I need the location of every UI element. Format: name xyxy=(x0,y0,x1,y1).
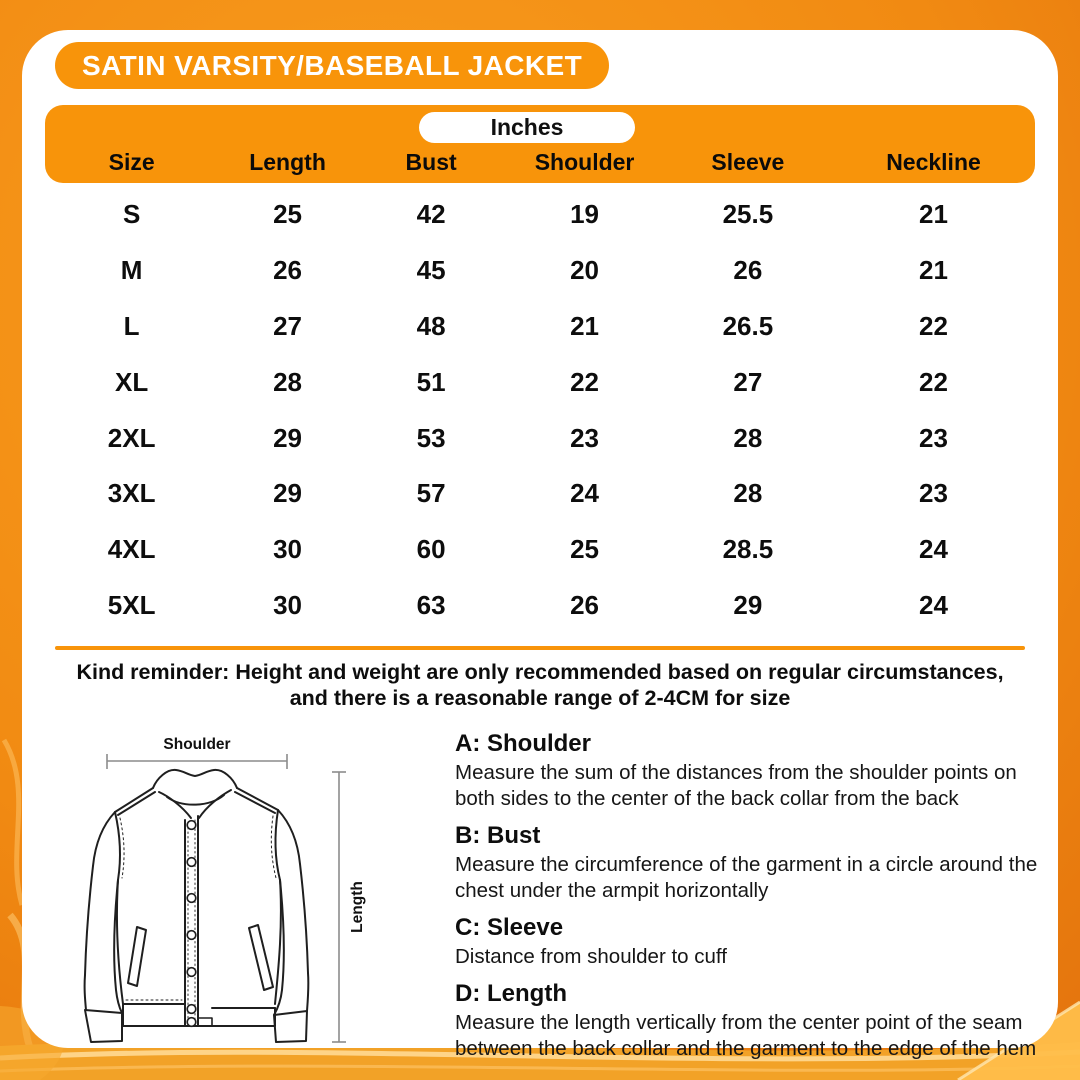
header-cell-bust: Bust xyxy=(405,149,457,175)
table-row: 2XL 29 53 23 28 23 xyxy=(45,410,1035,466)
measurement-item: B: Bust Measure the circumference of the… xyxy=(455,822,1055,904)
bust-cell: 60 xyxy=(416,534,446,565)
shoulder-cell: 25 xyxy=(570,534,599,565)
measurement-desc: Measure the circumference of the garment… xyxy=(455,853,1038,902)
kind-reminder: Kind reminder: Height and weight are onl… xyxy=(22,659,1058,711)
measurement-desc: Measure the sum of the distances from th… xyxy=(455,761,1017,810)
measurement-item: C: Sleeve Distance from shoulder to cuff xyxy=(455,914,1055,970)
size-cell: 2XL xyxy=(107,422,156,453)
size-cell: M xyxy=(120,255,143,286)
length-cell: 29 xyxy=(273,478,302,509)
neckline-cell: 23 xyxy=(919,422,948,453)
unit-pill: Inches xyxy=(419,112,635,143)
size-cell: S xyxy=(122,199,141,230)
size-cell: 3XL xyxy=(107,478,156,509)
table-header: Inches Size Length Bust Shoulder Sleeve … xyxy=(45,105,1035,183)
column-headers: Size Length Bust Shoulder Sleeve Necklin… xyxy=(45,149,1035,176)
bust-cell: 53 xyxy=(416,422,446,453)
bust-cell: 45 xyxy=(416,255,446,286)
length-cell: 25 xyxy=(273,199,302,230)
neckline-cell: 22 xyxy=(919,310,948,341)
sleeve-cell: 28.5 xyxy=(722,534,774,565)
length-cell: 26 xyxy=(273,255,302,286)
snap-buttons xyxy=(186,819,197,1028)
table-row: 3XL 29 57 24 28 23 xyxy=(45,466,1035,522)
bust-cell: 42 xyxy=(416,199,446,230)
shoulder-cell: 24 xyxy=(570,478,599,509)
unit-label: Inches xyxy=(490,114,564,140)
shoulder-cell: 21 xyxy=(570,310,599,341)
table-row: L 27 48 21 26.5 22 xyxy=(45,299,1035,355)
measurement-item: D: Length Measure the length vertically … xyxy=(455,980,1055,1062)
shoulder-cell: 20 xyxy=(570,255,599,286)
measurement-guide: A: Shoulder Measure the sum of the dista… xyxy=(455,730,1055,1072)
neckline-cell: 24 xyxy=(919,589,948,620)
neckline-cell: 23 xyxy=(919,478,948,509)
neckline-cell: 21 xyxy=(919,255,948,286)
shoulder-cell: 19 xyxy=(570,199,599,230)
size-cell: 4XL xyxy=(107,534,156,565)
measurement-item: A: Shoulder Measure the sum of the dista… xyxy=(455,730,1055,812)
length-cell: 28 xyxy=(273,366,302,397)
table-row: XL 28 51 22 27 22 xyxy=(45,354,1035,410)
neckline-cell: 21 xyxy=(919,199,948,230)
length-cell: 29 xyxy=(273,422,302,453)
length-dimension-label: Length xyxy=(349,881,366,933)
table-row: 5XL 30 63 26 29 24 xyxy=(45,578,1035,634)
bust-cell: 57 xyxy=(416,478,446,509)
jacket-outline xyxy=(83,768,310,1043)
sleeve-cell: 29 xyxy=(733,589,763,620)
title-badge: SATIN VARSITY/BASEBALL JACKET xyxy=(55,42,610,89)
measurement-title: D: Length xyxy=(455,980,567,1007)
dimension-lines xyxy=(106,754,346,1043)
size-table-body: S 25 42 19 25.5 21 M 26 45 20 26 21 L 27… xyxy=(45,187,1035,633)
sleeve-cell: 25.5 xyxy=(722,199,774,230)
measurement-title: A: Shoulder xyxy=(455,730,591,757)
shoulder-cell: 26 xyxy=(570,589,599,620)
measurement-title: C: Sleeve xyxy=(455,914,564,941)
reminder-line-1: Kind reminder: Height and weight are onl… xyxy=(76,660,1004,684)
length-cell: 30 xyxy=(273,534,302,565)
header-cell-sleeve: Sleeve xyxy=(711,149,785,175)
section-divider xyxy=(55,646,1025,650)
neckline-cell: 22 xyxy=(919,366,948,397)
measurement-desc: Measure the length vertically from the c… xyxy=(455,1011,1037,1060)
table-row: 4XL 30 60 25 28.5 24 xyxy=(45,522,1035,578)
shoulder-cell: 23 xyxy=(570,422,599,453)
bust-cell: 63 xyxy=(416,589,446,620)
sleeve-cell: 27 xyxy=(733,366,763,397)
page-title: SATIN VARSITY/BASEBALL JACKET xyxy=(82,49,583,81)
size-cell: XL xyxy=(115,366,149,397)
size-chart-card: SATIN VARSITY/BASEBALL JACKET Inches Siz… xyxy=(22,30,1058,1060)
shoulder-cell: 22 xyxy=(570,366,599,397)
size-cell: L xyxy=(123,310,140,341)
shoulder-dimension-label: Shoulder xyxy=(163,736,230,753)
neckline-cell: 24 xyxy=(919,534,948,565)
measurement-title: B: Bust xyxy=(455,822,541,849)
measurement-desc: Distance from shoulder to cuff xyxy=(455,945,727,968)
sleeve-cell: 28 xyxy=(733,422,763,453)
reminder-line-2: and there is a reasonable range of 2-4CM… xyxy=(289,686,791,710)
header-cell-length: Length xyxy=(249,149,326,175)
header-cell-size: Size xyxy=(108,149,155,175)
length-cell: 27 xyxy=(273,310,302,341)
size-cell: 5XL xyxy=(107,589,156,620)
sleeve-cell: 28 xyxy=(733,478,763,509)
length-cell: 30 xyxy=(273,589,302,620)
header-cell-neckline: Neckline xyxy=(886,149,981,175)
sleeve-cell: 26 xyxy=(733,255,763,286)
bust-cell: 51 xyxy=(416,366,446,397)
sleeve-cell: 26.5 xyxy=(722,310,774,341)
header-cell-shoulder: Shoulder xyxy=(534,149,635,175)
bust-cell: 48 xyxy=(416,310,446,341)
table-row: S 25 42 19 25.5 21 xyxy=(45,187,1035,243)
jacket-diagram: Shoulder Length xyxy=(83,736,366,1043)
table-row: M 26 45 20 26 21 xyxy=(45,243,1035,299)
